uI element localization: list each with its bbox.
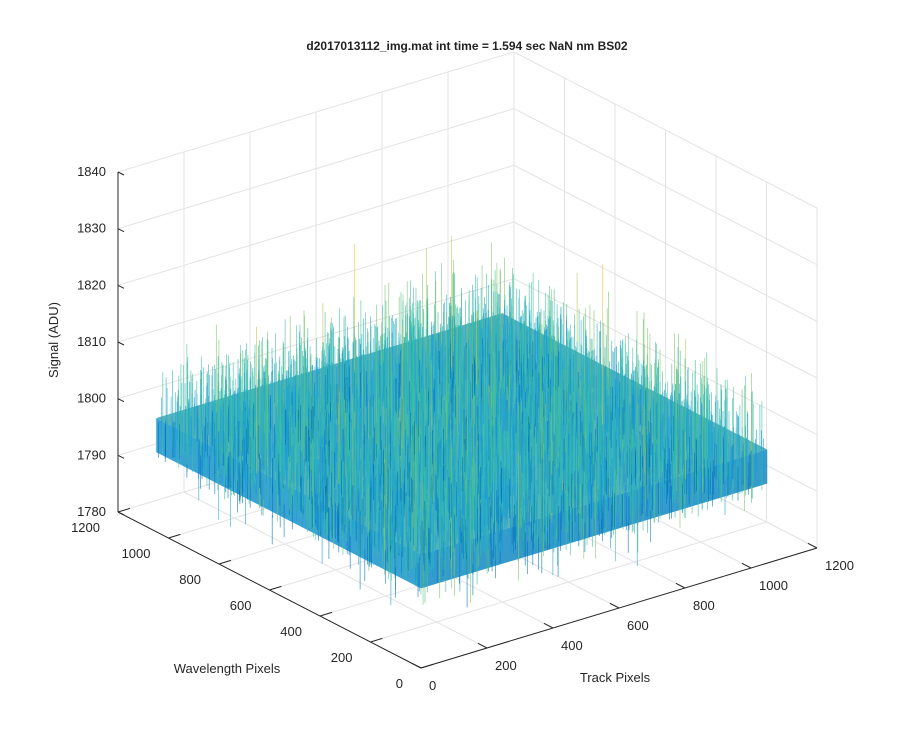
grid-line [117,51,818,209]
grid-line [117,278,818,436]
grid-line [117,108,818,266]
grid-line [117,221,818,379]
surface-front-x [421,449,768,589]
grid-line [117,164,818,322]
grid-line [370,521,767,643]
surface-front-y [156,418,422,589]
surface-mesh [156,236,768,608]
